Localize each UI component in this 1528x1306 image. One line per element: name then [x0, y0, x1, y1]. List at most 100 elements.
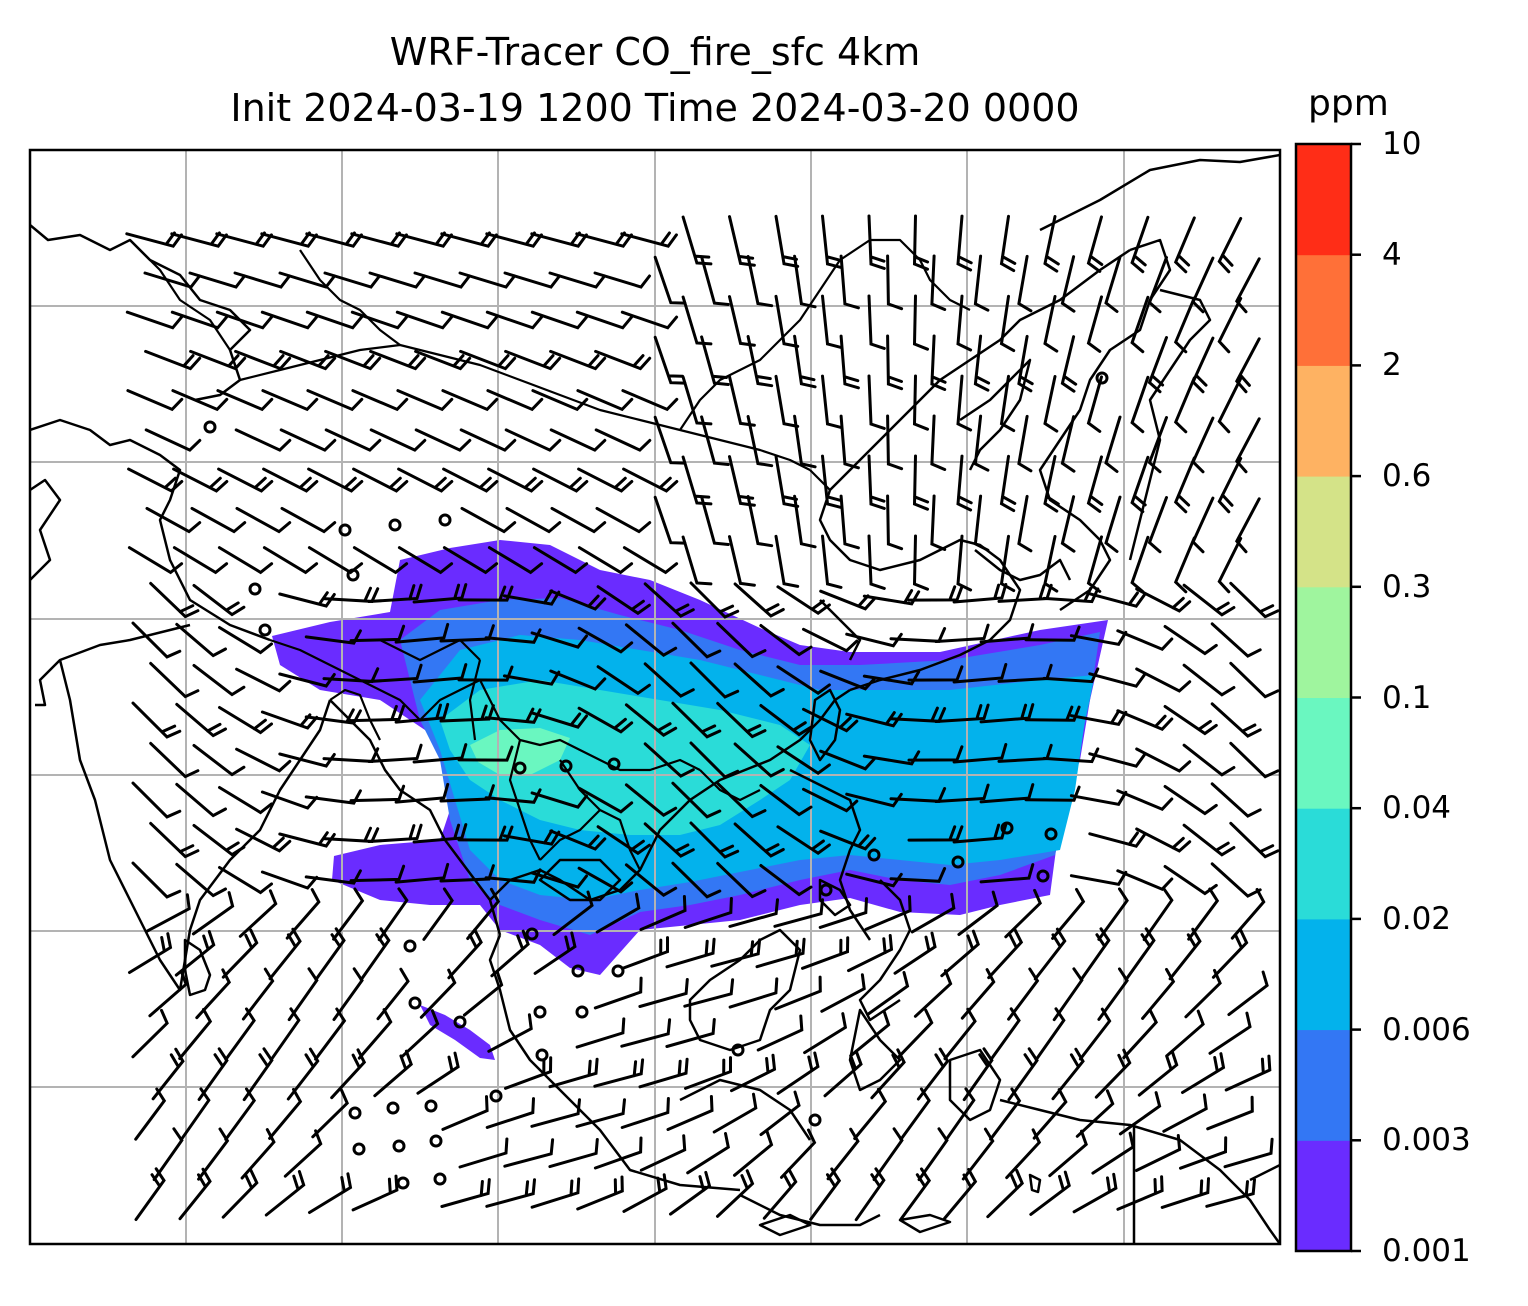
plume-level-0.04 — [470, 728, 570, 775]
wind-barb — [986, 1168, 1024, 1219]
wind-barb — [1042, 747, 1100, 764]
wind-barb — [956, 214, 973, 272]
wind-barb — [1130, 215, 1150, 274]
colorbar-band-0.006 — [1296, 918, 1351, 1031]
wind-barb — [774, 374, 800, 428]
wind-barb — [218, 786, 273, 815]
wind-barb — [864, 895, 912, 931]
wind-barb — [854, 1167, 886, 1222]
wind-barb — [126, 389, 184, 412]
wind-barb — [262, 546, 319, 575]
calm-wind-circle — [424, 1099, 438, 1113]
wind-barb — [728, 977, 779, 1009]
wind-barb — [549, 669, 607, 691]
wind-barb — [144, 349, 202, 371]
wind-barb — [802, 787, 859, 813]
wind-barb — [683, 978, 735, 1008]
wind-barb — [575, 1017, 626, 1049]
wind-barb — [1223, 1137, 1274, 1169]
wind-barb — [1042, 667, 1100, 684]
wind-barb — [487, 546, 544, 575]
wind-barb — [283, 1129, 323, 1178]
wind-barb — [1104, 255, 1122, 313]
calm-wind-circle — [392, 1139, 406, 1153]
wind-barb — [870, 1048, 906, 1100]
wind-barb — [440, 310, 499, 330]
wind-barb — [241, 967, 275, 1021]
wind-barb — [1163, 625, 1218, 656]
wind-barb — [759, 704, 813, 737]
wind-barb — [1208, 1011, 1252, 1055]
wind-barb — [973, 334, 991, 392]
wind-barb — [373, 1049, 413, 1098]
wind-barb — [979, 623, 1035, 644]
wind-barb — [847, 934, 894, 973]
wind-barb — [907, 665, 964, 682]
wind-barb — [1094, 1048, 1132, 1099]
wind-barb — [412, 743, 468, 764]
wind-barb — [952, 583, 1008, 604]
wind-barb — [1086, 535, 1103, 593]
wind-barb — [1116, 789, 1174, 811]
wind-barb — [549, 589, 607, 611]
wind-barb — [934, 783, 990, 803]
wind-barb — [886, 494, 904, 551]
wind-barb — [1191, 336, 1215, 394]
wind-barb — [594, 349, 652, 371]
wind-barb — [1147, 496, 1168, 554]
calm-wind-circle — [408, 996, 422, 1010]
wind-barb — [359, 927, 391, 982]
colorbar-tick-label: 0.001 — [1382, 1233, 1471, 1269]
wind-barb — [622, 1173, 668, 1213]
wind-barb — [1130, 295, 1150, 354]
calm-wind-circle — [611, 964, 625, 978]
wind-barb — [867, 374, 886, 430]
wind-barb — [1173, 456, 1196, 514]
wind-barb — [530, 1177, 581, 1209]
wind-barb — [1160, 1177, 1210, 1209]
wind-barb — [175, 862, 227, 898]
wind-barb — [1086, 295, 1103, 353]
wind-barb — [487, 1013, 533, 1053]
wind-barb — [773, 898, 824, 928]
wind-barb — [286, 1047, 320, 1101]
wind-barb — [913, 969, 953, 1018]
wind-barb — [1224, 1054, 1272, 1092]
wind-barb — [886, 254, 904, 311]
wind-barb — [1210, 622, 1262, 658]
wind-barb — [1088, 752, 1146, 768]
wind-barb — [1182, 663, 1236, 697]
wind-barb — [671, 861, 722, 899]
wind-barb — [279, 428, 337, 452]
wind-barb — [487, 467, 544, 493]
wind-barb — [457, 585, 514, 602]
wind-barb — [170, 310, 229, 330]
wind-barb — [762, 1168, 798, 1220]
wind-barb — [638, 1057, 689, 1089]
wind-barb — [621, 389, 679, 412]
wind-barb — [530, 631, 588, 649]
wind-barb — [643, 582, 695, 618]
colorbar-band-0.02 — [1296, 808, 1351, 920]
wind-barb — [127, 467, 184, 493]
wind-barb — [776, 1051, 820, 1095]
wind-barb — [957, 890, 999, 936]
wind-barb — [178, 1167, 212, 1221]
wind-barb — [1052, 967, 1084, 1022]
wind-barb — [1182, 743, 1236, 777]
wind-barb — [684, 1056, 732, 1090]
calm-wind-circle — [258, 623, 272, 637]
wind-barb — [1134, 1134, 1182, 1172]
wind-barb — [1007, 967, 1040, 1021]
wind-barb — [490, 929, 530, 978]
colorbar-tick-label: 4 — [1382, 236, 1402, 273]
wind-barb — [397, 467, 454, 493]
wind-barb — [912, 374, 929, 431]
wind-barb — [442, 467, 499, 493]
wind-barb — [821, 534, 843, 589]
wind-barb — [548, 271, 606, 289]
wind-barb — [867, 534, 886, 590]
wind-barb — [1043, 455, 1060, 513]
wind-barb — [733, 1129, 774, 1177]
wind-barb — [669, 1170, 712, 1216]
